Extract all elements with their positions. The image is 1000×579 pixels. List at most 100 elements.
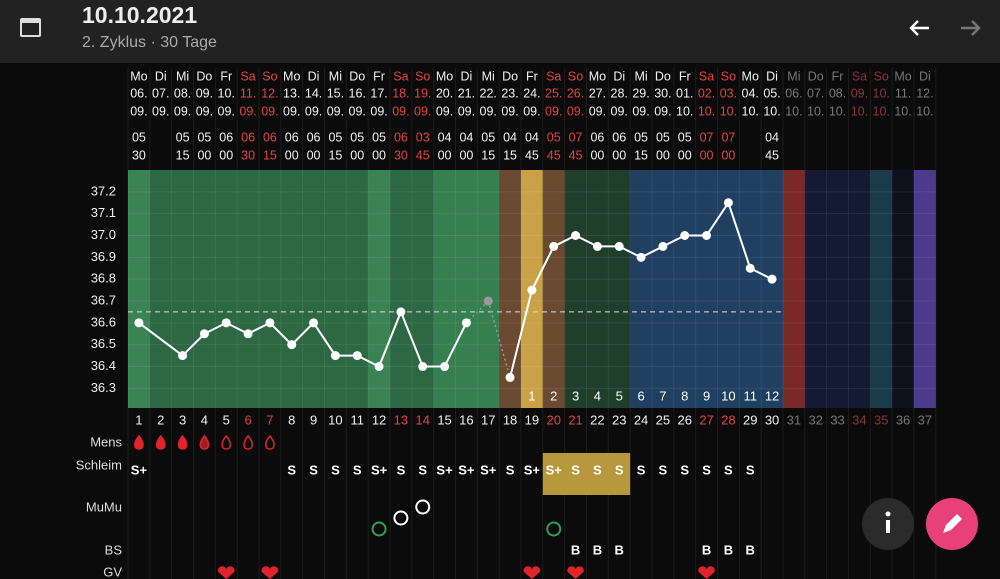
day-number: 14 <box>416 412 430 427</box>
header-month: 10. <box>742 104 759 118</box>
row-label: Mens <box>90 434 122 449</box>
day-number: 20 <box>546 412 560 427</box>
header-weekday: Do <box>808 69 824 83</box>
header-weekday: Do <box>502 69 518 83</box>
calendar-button[interactable] <box>20 18 41 37</box>
header-date: 22. <box>480 86 497 100</box>
header-weekday: Do <box>196 69 212 83</box>
schleim-value: S <box>659 462 668 477</box>
header-date: 02. <box>698 86 715 100</box>
temperature-point <box>614 241 624 251</box>
day-number: 31 <box>787 412 801 427</box>
day-number: 26 <box>677 412 691 427</box>
header-month: 09. <box>589 104 606 118</box>
header-month: 10. <box>698 104 715 118</box>
header-weekday: Di <box>460 69 472 83</box>
header-date: 19. <box>414 86 431 100</box>
edit-button[interactable] <box>926 498 978 550</box>
schleim-value: S+ <box>131 462 148 477</box>
day-number: 19 <box>525 412 539 427</box>
schleim-value: S <box>615 462 624 477</box>
header-date: 13. <box>283 86 300 100</box>
cycle-day: 7 <box>659 388 666 403</box>
cycle-day: 11 <box>743 388 757 403</box>
phase-band <box>368 170 390 408</box>
header-date: 23. <box>501 86 518 100</box>
header-weekday: Sa <box>546 69 561 83</box>
header-month: 09. <box>545 104 562 118</box>
header-hour: 06 <box>590 130 604 144</box>
temperature-point <box>352 351 362 361</box>
gv-heart <box>261 566 279 579</box>
header-month: 09. <box>174 104 191 118</box>
header-weekday: Di <box>308 69 320 83</box>
calendar-icon-inner <box>22 23 39 35</box>
header-hour: 05 <box>547 130 561 144</box>
header-hour: 06 <box>394 130 408 144</box>
bs-value: B <box>724 542 733 557</box>
header-hour: 05 <box>176 130 190 144</box>
day-number: 27 <box>699 412 713 427</box>
header-hour: 05 <box>678 130 692 144</box>
header-weekday: So <box>415 69 430 83</box>
header-hour: 05 <box>656 130 670 144</box>
back-arrow[interactable] <box>909 20 929 36</box>
temperature-point <box>221 318 231 328</box>
schleim-value: S <box>571 462 580 477</box>
day-number: 9 <box>310 412 317 427</box>
excluded-link <box>487 300 511 378</box>
forward-arrow[interactable] <box>961 20 981 36</box>
header-minute: 15 <box>328 148 342 162</box>
header-weekday: Fr <box>679 69 691 83</box>
bs-value: B <box>615 542 624 557</box>
schleim-value: S <box>331 462 340 477</box>
header-hour: 07 <box>569 130 583 144</box>
day-number: 6 <box>244 412 251 427</box>
header-date: 26. <box>567 86 584 100</box>
header-minute: 00 <box>678 148 692 162</box>
day-number: 5 <box>223 412 230 427</box>
info-glyph <box>886 520 890 533</box>
header-month: 10. <box>807 104 824 118</box>
header-month: 09. <box>436 104 453 118</box>
temperature-point <box>723 198 733 208</box>
header-date: 09. <box>851 86 868 100</box>
temperature-point <box>330 351 340 361</box>
header-hour: 06 <box>241 130 255 144</box>
subtitle: 2. Zyklus · 30 Tage <box>82 34 217 51</box>
mumu-circle <box>546 521 562 537</box>
header-minute: 00 <box>372 148 386 162</box>
y-tick-label: 36.6 <box>91 314 116 329</box>
temperature-point <box>396 307 406 317</box>
header-date: 12. <box>916 86 933 100</box>
header-month: 10. <box>829 104 846 118</box>
header-hour: 06 <box>263 130 277 144</box>
phase-band <box>542 170 565 408</box>
header-month: 09. <box>501 104 518 118</box>
header-date: 10. <box>873 86 890 100</box>
header-date: 05. <box>763 86 780 100</box>
header-date: 21. <box>458 86 475 100</box>
header-hour: 04 <box>765 130 779 144</box>
header-weekday: Do <box>655 69 671 83</box>
header-date: 06. <box>130 86 147 100</box>
info-button[interactable] <box>862 498 914 550</box>
gv-heart <box>698 566 715 579</box>
day-number: 34 <box>852 412 866 427</box>
header-hour: 05 <box>328 130 342 144</box>
header-date: 14. <box>305 86 322 100</box>
header-weekday: So <box>721 69 736 83</box>
phase-band <box>433 170 500 408</box>
schleim-value: S+ <box>480 462 497 477</box>
schleim-value: S+ <box>436 462 453 477</box>
day-number: 18 <box>503 412 517 427</box>
y-tick-label: 36.4 <box>91 358 116 373</box>
temperature-point <box>265 318 275 328</box>
row-label: GV <box>103 564 122 579</box>
temperature-point <box>571 231 581 241</box>
day-number: 36 <box>896 412 910 427</box>
temperature-point <box>134 318 144 328</box>
temperature-point <box>199 329 209 339</box>
cycle-day: 10 <box>721 388 735 403</box>
day-number: 37 <box>918 412 932 427</box>
